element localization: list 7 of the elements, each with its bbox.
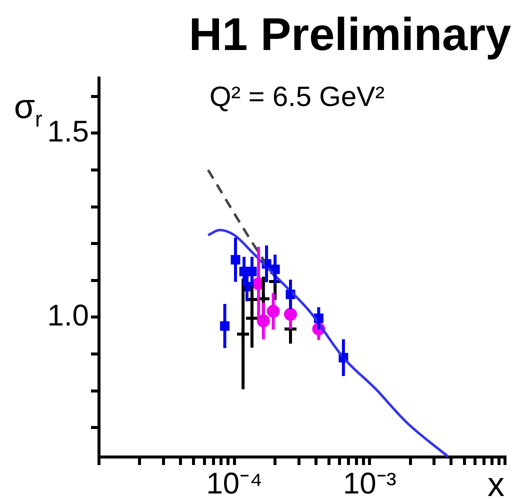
x-axis-title: x <box>488 466 504 499</box>
x-tick-label: 10⁻³ <box>342 467 396 499</box>
chart-title: H1 Preliminary <box>188 8 512 60</box>
x-tick-label: 10⁻⁴ <box>206 467 262 499</box>
annotation: Q² = 6.5 GeV² <box>209 81 385 112</box>
y-tick-label: 1.0 <box>47 299 89 332</box>
y-tick-label: 1.5 <box>47 115 89 148</box>
